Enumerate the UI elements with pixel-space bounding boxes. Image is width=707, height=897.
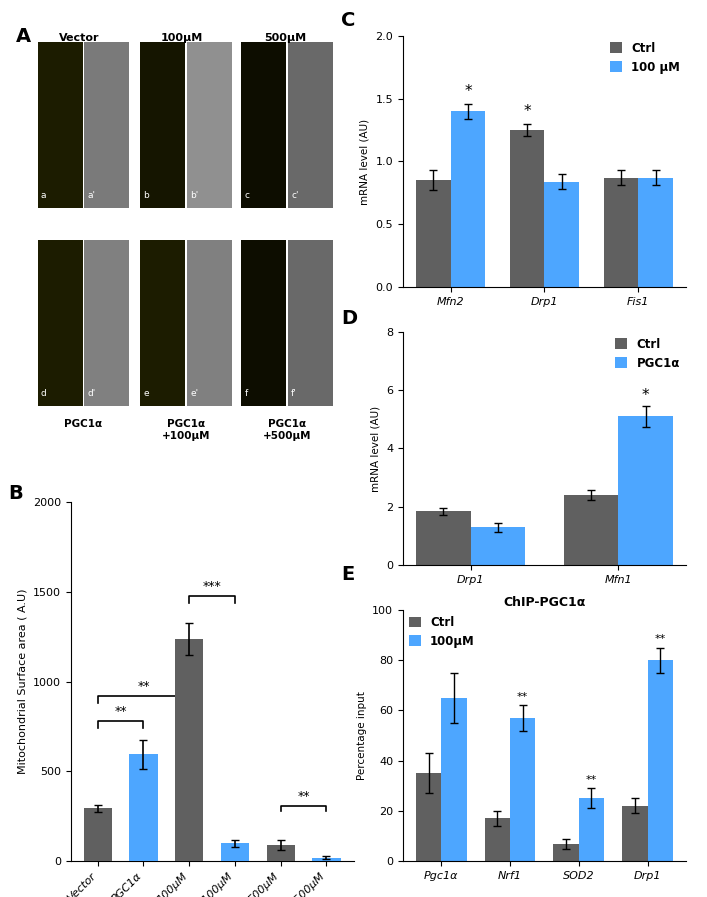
Bar [416, 511, 471, 565]
Bar [37, 41, 83, 208]
Bar [416, 180, 450, 287]
Bar [544, 181, 579, 287]
Text: C: C [341, 11, 355, 30]
Bar [84, 41, 129, 208]
Bar [648, 660, 673, 861]
Text: Vector: Vector [59, 33, 100, 43]
Text: 100μM: 100μM [161, 33, 204, 43]
Text: a': a' [88, 191, 95, 200]
Bar [288, 41, 333, 208]
Text: e': e' [190, 389, 198, 398]
Bar [267, 845, 295, 861]
Bar [84, 239, 129, 406]
Legend: Ctrl, 100μM: Ctrl, 100μM [409, 616, 475, 648]
Y-axis label: mRNA level (AU): mRNA level (AU) [370, 405, 380, 492]
Bar [450, 111, 485, 287]
Bar [510, 718, 535, 861]
Bar [187, 41, 232, 208]
Title: ChIP-PGC1α: ChIP-PGC1α [503, 596, 585, 609]
Bar [618, 416, 673, 565]
Text: c: c [245, 191, 250, 200]
Bar [129, 754, 158, 861]
Text: e: e [144, 389, 149, 398]
Bar [563, 495, 618, 565]
Bar [471, 527, 525, 565]
Legend: Ctrl, 100 μM: Ctrl, 100 μM [609, 42, 680, 74]
Y-axis label: mRNA level (AU): mRNA level (AU) [360, 118, 370, 205]
Bar [579, 798, 604, 861]
Bar [187, 239, 232, 406]
Text: f': f' [291, 389, 297, 398]
Text: **: ** [586, 774, 597, 785]
Text: b': b' [190, 191, 198, 200]
Bar [241, 41, 286, 208]
Text: A: A [16, 27, 31, 46]
Bar [221, 843, 249, 861]
Bar [510, 130, 544, 287]
Bar [604, 178, 638, 287]
Bar [554, 843, 579, 861]
Text: d: d [41, 389, 47, 398]
Text: **: ** [655, 634, 666, 644]
Text: **: ** [517, 692, 528, 701]
Text: *: * [464, 83, 472, 99]
Text: c': c' [291, 191, 298, 200]
Y-axis label: Mitochondrial Surface area ( A.U): Mitochondrial Surface area ( A.U) [17, 589, 28, 774]
Bar [140, 41, 185, 208]
Text: *: * [523, 104, 531, 118]
Text: ***: *** [203, 580, 221, 593]
Text: B: B [8, 484, 23, 503]
Bar [622, 806, 648, 861]
Text: f: f [245, 389, 247, 398]
Y-axis label: Percentage input: Percentage input [357, 691, 367, 780]
Text: a: a [41, 191, 46, 200]
Legend: Ctrl, PGC1α: Ctrl, PGC1α [615, 338, 680, 370]
Text: *: * [642, 388, 650, 403]
Text: 500μM: 500μM [264, 33, 306, 43]
Bar [288, 239, 333, 406]
Text: PGC1α: PGC1α [64, 419, 103, 429]
Text: **: ** [115, 706, 127, 718]
Text: PGC1α
+500μM: PGC1α +500μM [263, 419, 312, 440]
Bar [241, 239, 286, 406]
Text: **: ** [298, 790, 310, 803]
Bar [83, 808, 112, 861]
Text: D: D [341, 309, 357, 327]
Bar [140, 239, 185, 406]
Bar [484, 818, 510, 861]
Bar [416, 773, 441, 861]
Bar [175, 639, 204, 861]
Text: **: ** [137, 681, 150, 693]
Text: PGC1α
+100μM: PGC1α +100μM [162, 419, 211, 440]
Bar [638, 178, 673, 287]
Bar [312, 858, 341, 861]
Bar [441, 698, 467, 861]
Text: E: E [341, 565, 354, 584]
Text: d': d' [88, 389, 95, 398]
Text: b: b [144, 191, 149, 200]
Bar [37, 239, 83, 406]
